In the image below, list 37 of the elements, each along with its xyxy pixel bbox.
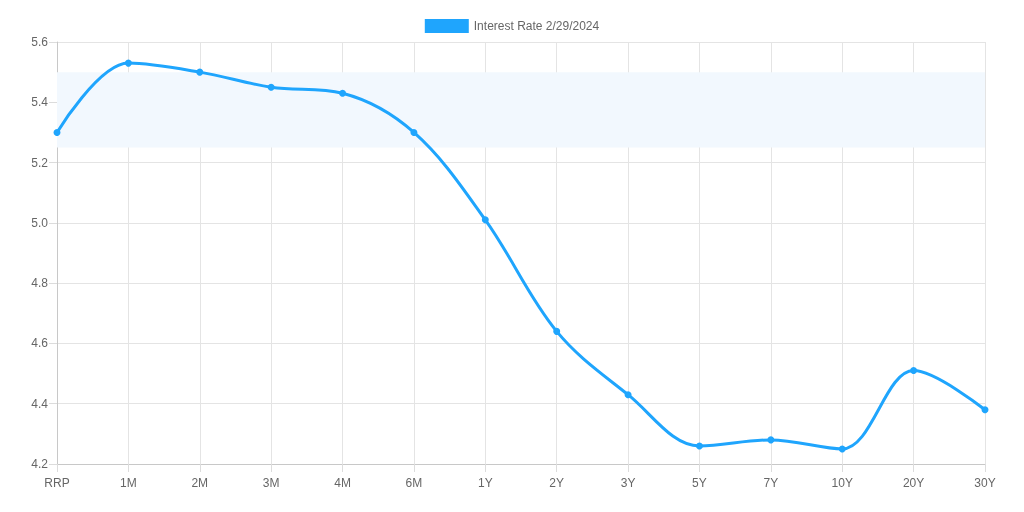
x-tick-label: 1M <box>120 476 137 490</box>
point <box>267 83 275 91</box>
point <box>767 436 775 444</box>
y-tick-label: 4.8 <box>31 276 49 291</box>
legend-label: Interest Rate 2/29/2024 <box>473 19 600 33</box>
point <box>695 442 703 450</box>
x-tick-label: 6M <box>405 476 423 490</box>
x-tick-label: 30Y <box>974 476 996 490</box>
x-tick-label: 3M <box>262 476 280 490</box>
y-tick-label: 4.6 <box>31 336 49 351</box>
x-tick-label: 2M <box>191 476 209 490</box>
point <box>196 68 204 76</box>
y-tick-label: 5.0 <box>31 215 49 230</box>
point <box>410 128 418 136</box>
point <box>553 327 561 335</box>
y-tick-label: 5.4 <box>31 95 49 110</box>
x-tick-label: 10Y <box>831 476 853 490</box>
x-tick-label: 5Y <box>692 476 707 490</box>
point <box>124 59 132 67</box>
x-tick-label: 7Y <box>763 476 779 490</box>
point <box>339 89 347 97</box>
point <box>53 128 61 136</box>
y-tick-label: 4.2 <box>31 457 49 471</box>
x-tick-label: 1Y <box>477 476 493 490</box>
point <box>981 406 989 414</box>
x-tick-label: 20Y <box>902 476 925 490</box>
y-tick-label: 4.4 <box>31 396 49 411</box>
point <box>838 445 846 453</box>
point <box>624 391 632 399</box>
x-tick-label: 3Y <box>620 476 636 490</box>
x-tick-label: 2Y <box>549 476 565 490</box>
y-tick-label: 5.6 <box>31 35 49 49</box>
y-tick-label: 5.2 <box>31 155 49 170</box>
point <box>910 367 918 375</box>
x-tick-label: 4M <box>334 476 351 490</box>
point <box>481 216 489 224</box>
x-tick-label: RRP <box>44 476 70 490</box>
